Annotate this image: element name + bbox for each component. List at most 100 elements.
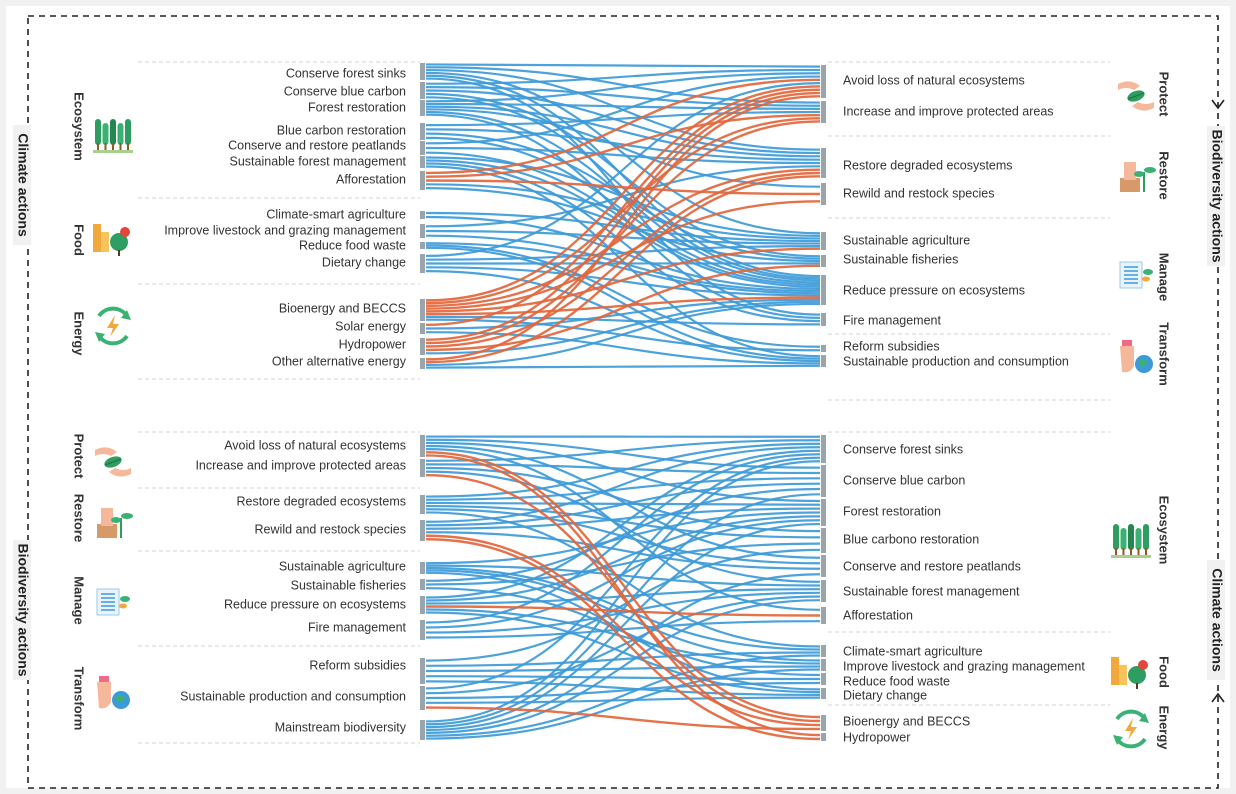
left-node-label: Sustainable agriculture — [279, 559, 406, 573]
conflict-link — [425, 78, 821, 175]
right-node-bar — [821, 688, 826, 699]
right-group-label: Ecosystem — [1157, 496, 1172, 565]
right-group-label: Restore — [1157, 151, 1172, 199]
left-node-label: Restore degraded ecosystems — [236, 494, 406, 508]
left-group-label: Transform — [72, 667, 87, 731]
right-node-label: Avoid loss of natural ecosystems — [843, 73, 1025, 87]
synergy-link — [425, 564, 821, 587]
synergy-link — [425, 696, 821, 704]
conflict-link — [425, 91, 821, 341]
right-node-bar — [821, 183, 826, 205]
left-node-label: Increase and improve protected areas — [195, 458, 406, 472]
right-node-bar — [821, 607, 826, 624]
synergy-link — [425, 573, 821, 732]
right-node-label: Dietary change — [843, 688, 927, 702]
renewable-energy-icon — [1113, 709, 1149, 749]
conflict-link — [425, 117, 821, 305]
right-node-bar — [821, 659, 826, 671]
left-group-label: Protect — [72, 434, 87, 479]
synergy-link — [425, 599, 821, 734]
synergy-link — [425, 477, 821, 501]
right-node-label: Conserve and restore peatlands — [843, 559, 1021, 573]
left-node-bar — [420, 299, 425, 321]
left-node-label: Solar energy — [335, 319, 407, 333]
left-node-label: Conserve forest sinks — [286, 66, 406, 80]
left-node-label: Climate-smart agriculture — [266, 207, 406, 221]
right-group-label: Manage — [1157, 253, 1172, 301]
synergy-link — [425, 651, 821, 667]
crops-icon — [93, 224, 130, 256]
right-node-bar — [821, 528, 826, 553]
left-node-bar — [420, 82, 425, 99]
synergy-link — [425, 151, 821, 286]
hand-globe-icon — [1120, 340, 1153, 373]
right-node-label: Conserve forest sinks — [843, 442, 963, 456]
left-node-bar — [420, 495, 425, 514]
right-node-label: Blue carbono restoration — [843, 532, 979, 546]
right-node-label: Sustainable agriculture — [843, 233, 970, 247]
trees-icon — [93, 119, 133, 153]
right-group-label: Transform — [1157, 322, 1172, 386]
right-node-label: Reduce food waste — [843, 674, 950, 688]
right-node-bar — [821, 645, 826, 657]
right-node-label: Fire management — [843, 313, 941, 327]
synergy-link — [425, 460, 821, 723]
left-group-label: Restore — [72, 494, 87, 542]
synergy-link — [425, 444, 821, 559]
right-node-label: Improve livestock and grazing management — [843, 659, 1085, 673]
synergy-link — [425, 482, 821, 527]
synergy-link — [425, 146, 821, 165]
hands-leaf-icon — [95, 447, 131, 477]
crops-icon — [1111, 657, 1148, 689]
hands-leaf-icon — [1118, 81, 1154, 111]
top-panel-links — [425, 63, 821, 369]
synergy-link — [425, 595, 821, 695]
synergy-link — [425, 531, 821, 570]
left-node-label: Afforestation — [336, 172, 406, 186]
right-node-label: Reduce pressure on ecosystems — [843, 283, 1025, 297]
conflict-link — [425, 171, 821, 348]
left-node-label: Conserve and restore peatlands — [228, 138, 406, 152]
right-node-bar — [821, 465, 826, 497]
synergy-link — [425, 128, 821, 161]
synergy-link — [425, 266, 821, 297]
right-node-bar — [821, 148, 826, 178]
synergy-link — [425, 364, 821, 369]
hand-globe-icon — [97, 676, 130, 709]
left-node-bar — [420, 338, 425, 355]
bottom-panel-nodes: Avoid loss of natural ecosystems Increase… — [180, 435, 1085, 744]
seedling-icon — [1120, 162, 1156, 192]
group-icons: Ecosystem Food Energy Protect Restore Manage T… — [72, 72, 1172, 751]
side-title-left-bottom: Biodiversity actions — [15, 543, 31, 676]
left-node-label: Reform subsidies — [309, 658, 406, 672]
right-node-bar — [821, 275, 826, 305]
left-node-label: Hydropower — [339, 337, 406, 351]
left-group-label: Manage — [72, 576, 87, 624]
left-node-bar — [420, 254, 425, 273]
right-node-bar — [821, 65, 826, 98]
synergy-link — [425, 456, 821, 690]
right-node-bar — [821, 715, 826, 731]
synergy-link — [425, 110, 821, 127]
left-node-label: Improve livestock and grazing management — [164, 223, 406, 237]
left-node-label: Forest restoration — [308, 100, 406, 114]
synergy-link — [425, 71, 821, 235]
right-node-label: Reform subsidies — [843, 339, 940, 353]
synergy-link — [425, 591, 821, 634]
left-node-label: Reduce food waste — [299, 238, 406, 252]
left-node-label: Bioenergy and BECCS — [279, 301, 406, 315]
conflict-link — [425, 706, 821, 731]
right-node-bar — [821, 355, 826, 367]
synergy-link — [425, 654, 821, 737]
right-node-label: Rewild and restock species — [843, 186, 994, 200]
left-group-label: Food — [72, 224, 87, 256]
conflict-link — [425, 605, 821, 617]
left-node-label: Other alternative energy — [272, 354, 407, 368]
left-node-bar — [420, 459, 425, 477]
left-node-bar — [420, 211, 425, 219]
synergy-link — [425, 515, 821, 602]
synergy-link — [425, 470, 821, 583]
left-group-label: Energy — [72, 311, 87, 356]
side-title-left-top: Climate actions — [15, 133, 31, 237]
